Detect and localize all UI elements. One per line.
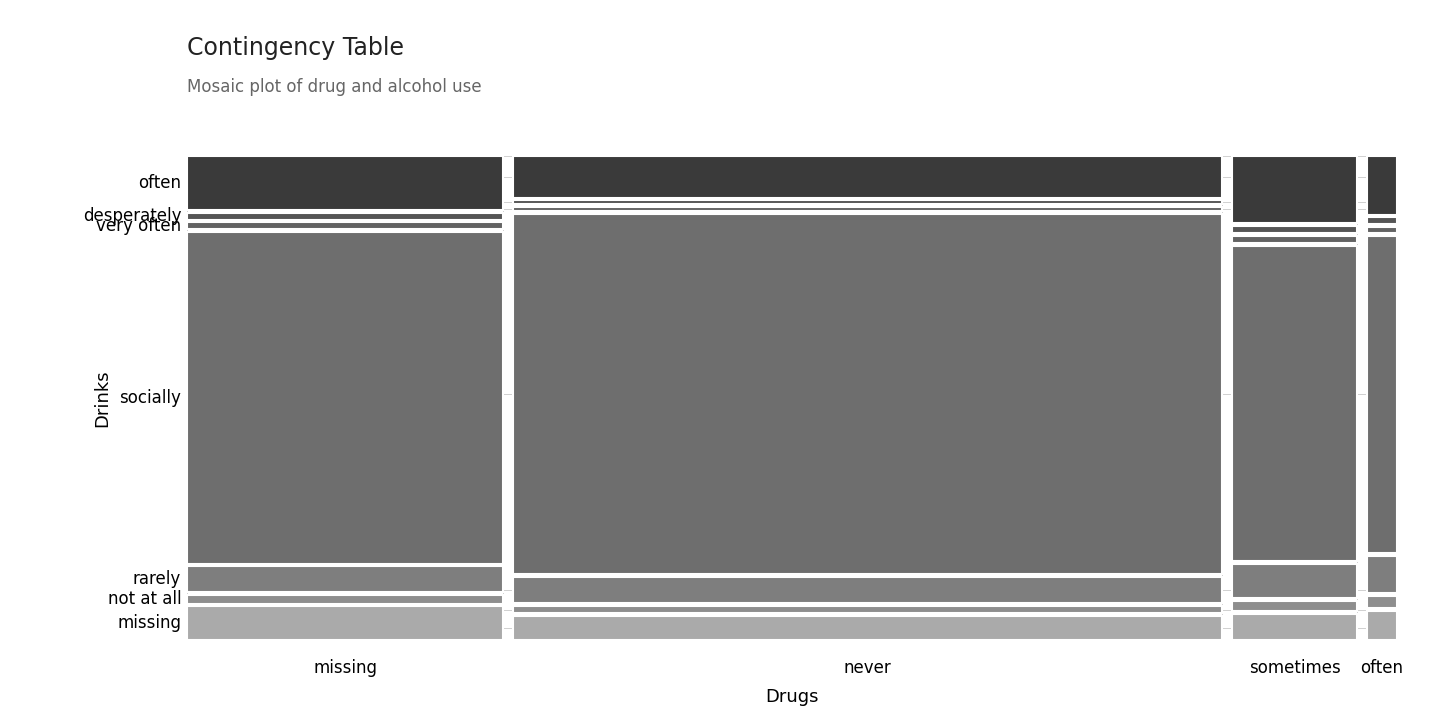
Bar xyxy=(187,156,503,210)
Text: desperately: desperately xyxy=(82,207,181,225)
Text: often: often xyxy=(1361,659,1404,678)
Bar xyxy=(513,616,1223,640)
Bar xyxy=(513,156,1223,198)
Bar xyxy=(187,232,503,564)
Bar xyxy=(187,595,503,604)
Text: Drinks: Drinks xyxy=(94,369,111,427)
Text: Drugs: Drugs xyxy=(765,688,819,706)
Bar xyxy=(1367,156,1397,215)
Bar xyxy=(1233,156,1358,223)
Text: Contingency Table: Contingency Table xyxy=(187,36,405,60)
Bar xyxy=(1233,601,1358,611)
Bar xyxy=(1233,236,1358,242)
Bar xyxy=(187,223,503,229)
Bar xyxy=(513,214,1223,574)
Bar xyxy=(1233,245,1358,561)
Bar xyxy=(1233,564,1358,598)
Bar xyxy=(1367,597,1397,608)
Bar xyxy=(1367,227,1397,233)
Bar xyxy=(1233,226,1358,232)
Bar xyxy=(1233,614,1358,640)
Bar xyxy=(1367,611,1397,640)
Text: often: often xyxy=(138,174,181,192)
Text: very often: very often xyxy=(96,217,181,235)
Bar xyxy=(1367,218,1397,224)
Bar xyxy=(187,606,503,640)
Text: missing: missing xyxy=(314,659,377,678)
Text: not at all: not at all xyxy=(108,590,181,608)
Bar xyxy=(187,567,503,592)
Bar xyxy=(513,201,1223,204)
Bar xyxy=(513,606,1223,613)
Text: Mosaic plot of drug and alcohol use: Mosaic plot of drug and alcohol use xyxy=(187,78,482,96)
Text: socially: socially xyxy=(120,389,181,407)
Text: sometimes: sometimes xyxy=(1248,659,1341,678)
Text: never: never xyxy=(844,659,891,678)
Text: missing: missing xyxy=(117,614,181,632)
Bar xyxy=(1367,236,1397,553)
Bar xyxy=(187,213,503,220)
Bar xyxy=(513,577,1223,603)
Bar xyxy=(1367,556,1397,594)
Text: rarely: rarely xyxy=(132,570,181,588)
Bar xyxy=(513,207,1223,211)
